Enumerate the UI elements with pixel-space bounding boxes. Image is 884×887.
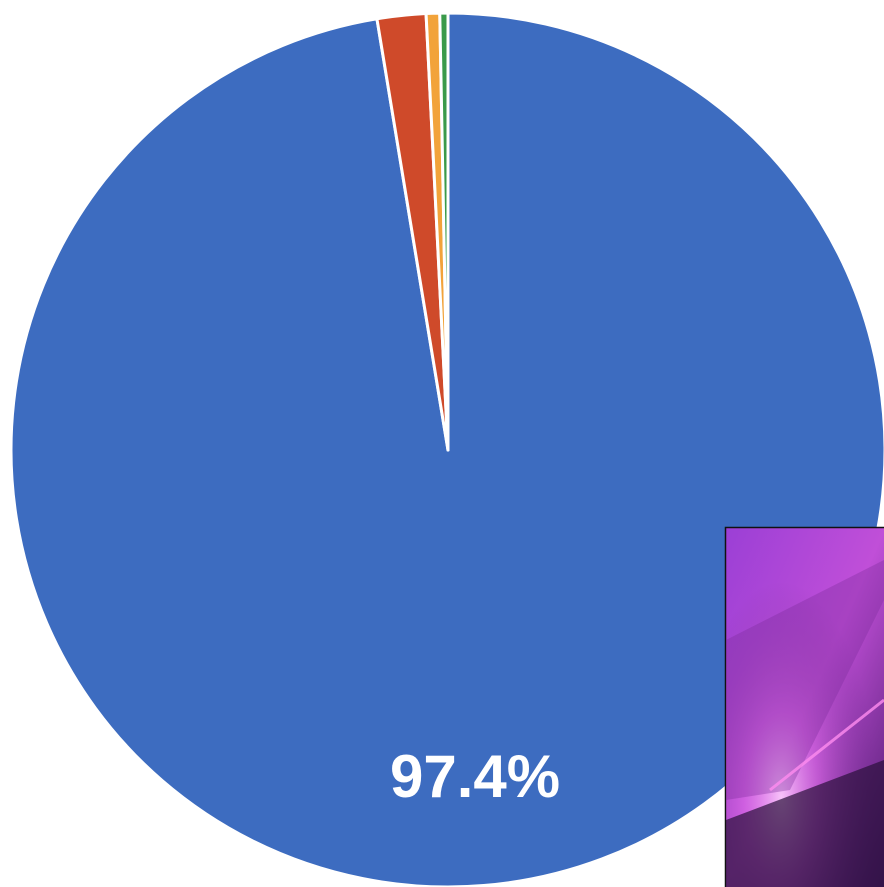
slice-label: 97.4% (390, 743, 560, 810)
pie: 97.4% (9, 11, 884, 887)
photo-floor (726, 760, 884, 887)
pie-slice (438, 11, 450, 452)
photo-thumbnail (724, 526, 884, 887)
photo-light (769, 698, 884, 792)
photo-wall (726, 560, 884, 800)
